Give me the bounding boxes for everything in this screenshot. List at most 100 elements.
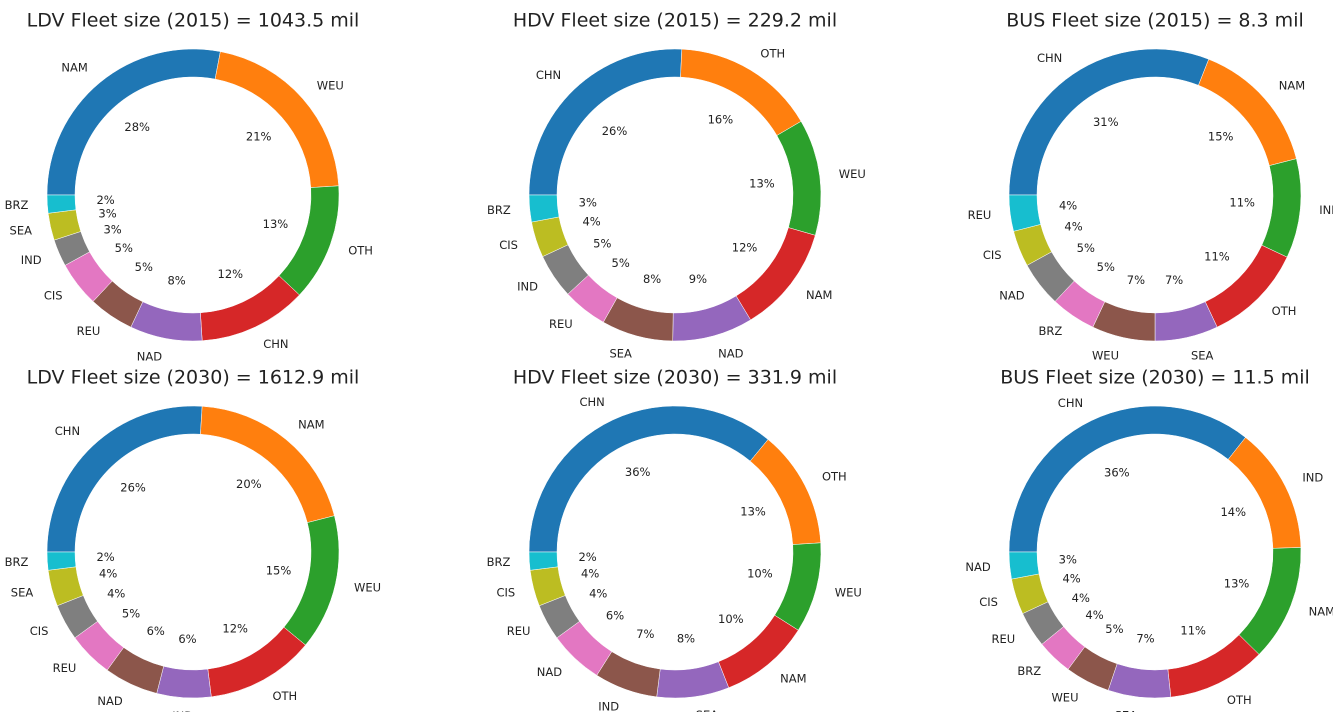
percent-label: 12% <box>218 267 244 281</box>
category-label: REU <box>53 661 77 675</box>
percent-label: 21% <box>246 130 272 144</box>
donut-segment <box>1227 437 1302 549</box>
chart-title: HDV Fleet size (2015) = 229.2 mil <box>513 10 837 32</box>
category-label: WEU <box>839 167 866 181</box>
percent-label: 26% <box>120 481 146 495</box>
category-label: NAM <box>61 60 87 74</box>
donut-chart: BUS Fleet size (2015) = 8.3 mil CHN 31% NAM… <box>968 10 1333 363</box>
donut-chart: LDV Fleet size (2030) = 1612.9 mil CHN 26%… <box>5 367 381 712</box>
category-label: WEU <box>1092 349 1119 363</box>
percent-label: 4% <box>581 566 599 580</box>
category-label: SEA <box>696 708 719 712</box>
percent-label: 8% <box>643 272 661 286</box>
donut-chart: BUS Fleet size (2030) = 11.5 mil CHN 36% IN… <box>965 367 1333 712</box>
percent-label: 9% <box>689 272 707 286</box>
category-label: NAD <box>97 694 122 708</box>
donut-chart: HDV Fleet size (2030) = 331.9 mil CHN 36% O… <box>487 367 862 712</box>
percent-label: 5% <box>1105 622 1123 636</box>
category-label: BRZ <box>487 203 511 217</box>
percent-label: 31% <box>1093 115 1119 129</box>
donut-segment <box>278 185 340 296</box>
category-label: IND <box>1319 203 1333 217</box>
percent-label: 7% <box>636 627 654 641</box>
percent-label: 7% <box>1136 632 1154 646</box>
percent-label: 15% <box>1208 130 1234 144</box>
percent-label: 7% <box>1165 273 1183 287</box>
percent-label: 10% <box>747 566 773 580</box>
percent-label: 4% <box>1072 591 1090 605</box>
category-label: NAM <box>1279 78 1305 92</box>
percent-label: 8% <box>677 631 695 645</box>
percent-label: 11% <box>1204 249 1230 263</box>
category-label: NAM <box>806 288 832 302</box>
category-label: CHN <box>1037 51 1062 65</box>
chart-title: BUS Fleet size (2030) = 11.5 mil <box>1000 367 1310 389</box>
category-label: BRZ <box>5 198 29 212</box>
donut-segment <box>528 194 560 223</box>
percent-label: 16% <box>708 113 734 127</box>
donut-segment <box>46 194 77 214</box>
category-label: CIS <box>30 624 49 638</box>
category-label: BRZ <box>487 555 511 569</box>
donut-segment <box>46 551 77 571</box>
donut-segment <box>1107 663 1172 699</box>
percent-label: 12% <box>732 241 758 255</box>
donut-segment <box>1238 547 1302 655</box>
percent-label: 10% <box>718 612 744 626</box>
donut-segment <box>656 661 730 699</box>
percent-label: 4% <box>1085 608 1103 622</box>
percent-label: 4% <box>107 587 125 601</box>
category-label: SEA <box>10 223 33 237</box>
category-label: CIS <box>983 248 1002 262</box>
category-label: CHN <box>263 337 288 351</box>
percent-label: 26% <box>602 124 628 138</box>
percent-label: 11% <box>1180 623 1206 637</box>
donut-segment <box>1261 158 1302 258</box>
category-label: NAD <box>718 347 743 361</box>
category-label: NAD <box>137 350 162 364</box>
percent-label: 5% <box>593 236 611 250</box>
category-label: IND <box>21 253 42 267</box>
percent-label: 13% <box>740 505 766 519</box>
donut-segment <box>749 439 821 545</box>
donut-segment <box>200 275 300 341</box>
category-label: CHN <box>536 68 561 82</box>
donut-segment <box>1167 634 1260 698</box>
category-label: SEA <box>609 347 632 361</box>
donut-chart: LDV Fleet size (2015) = 1043.5 mil NAM 28%… <box>5 10 373 364</box>
percent-label: 4% <box>1059 198 1077 212</box>
chart-title: HDV Fleet size (2030) = 331.9 mil <box>513 367 837 389</box>
donut-segment <box>1154 301 1218 342</box>
donut-segment <box>680 48 802 136</box>
category-label: NAM <box>1309 605 1333 619</box>
category-label: WEU <box>1051 691 1078 705</box>
category-label: WEU <box>317 78 344 92</box>
percent-label: 4% <box>582 214 600 228</box>
donut-segment <box>156 665 212 699</box>
percent-label: 4% <box>1062 571 1080 585</box>
percent-label: 28% <box>124 120 150 134</box>
percent-label: 2% <box>96 550 114 564</box>
percent-label: 4% <box>99 566 117 580</box>
category-label: REU <box>992 632 1016 646</box>
percent-label: 6% <box>178 632 196 646</box>
donut-segment <box>602 297 674 342</box>
percent-label: 5% <box>122 606 140 620</box>
category-label: OTH <box>760 46 785 60</box>
percent-label: 2% <box>578 550 596 564</box>
category-label: SEA <box>1191 349 1214 363</box>
category-label: REU <box>549 317 573 331</box>
category-label: IND <box>517 279 538 293</box>
category-label: CIS <box>496 586 515 600</box>
category-label: SEA <box>1115 709 1138 712</box>
donut-segment <box>214 51 339 188</box>
donut-segment <box>774 542 822 631</box>
category-label: NAM <box>298 417 324 431</box>
category-label: NAD <box>537 665 562 679</box>
donut-segment <box>283 515 340 646</box>
percent-label: 13% <box>1224 576 1250 590</box>
category-label: SEA <box>11 586 34 600</box>
percent-label: 5% <box>612 256 630 270</box>
donut-segment <box>528 551 559 571</box>
